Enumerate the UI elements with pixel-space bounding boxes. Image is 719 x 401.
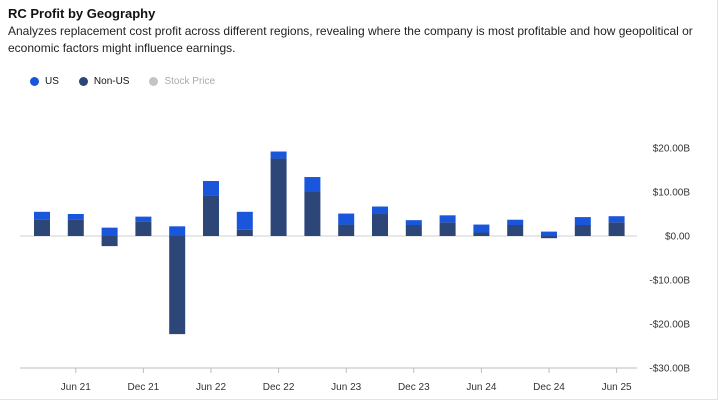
legend-item-non-us[interactable]: Non-US — [78, 76, 130, 87]
bar-us — [405, 220, 422, 225]
bar-us — [338, 213, 355, 225]
legend-item-stock-price[interactable]: Stock Price — [149, 76, 215, 87]
legend-label-us: US — [45, 76, 59, 87]
y-tick-label: $0.00 — [665, 232, 690, 243]
bar-non-us — [135, 221, 152, 236]
x-tick-label: Dec 23 — [398, 382, 430, 393]
bar-us — [135, 216, 152, 222]
bar-non-us — [169, 236, 186, 335]
bar-non-us — [541, 236, 557, 239]
legend-item-us[interactable]: US — [30, 76, 59, 87]
x-tick-label: Jun 21 — [61, 382, 91, 393]
bar-us — [236, 211, 253, 230]
x-tick-label: Jun 25 — [602, 382, 632, 393]
bar-non-us — [236, 229, 253, 236]
bar-non-us — [203, 195, 219, 236]
bar-us — [541, 231, 557, 236]
x-tick-label: Dec 24 — [533, 382, 565, 393]
x-tick-label: Jun 23 — [331, 382, 361, 393]
legend-dot-non-us — [78, 77, 88, 86]
bar-us — [203, 181, 219, 196]
bar-us — [169, 226, 186, 236]
bar-non-us — [473, 232, 490, 236]
bar-us — [101, 227, 118, 236]
legend: US Non-US Stock Price — [30, 76, 235, 87]
x-tick-label: Jun 22 — [196, 382, 226, 393]
chart-title: RC Profit by Geography — [8, 6, 156, 21]
bar-us — [608, 216, 625, 223]
bar-non-us — [574, 225, 591, 236]
bar-non-us — [304, 192, 321, 236]
bar-non-us — [101, 236, 118, 247]
bar-non-us — [270, 158, 287, 236]
x-tick-label: Dec 21 — [128, 382, 160, 393]
legend-dot-stock-price — [149, 77, 159, 86]
bar-non-us — [608, 222, 625, 236]
bar-non-us — [439, 222, 456, 236]
bar-us — [507, 219, 524, 225]
bar-non-us — [67, 219, 84, 236]
bar-non-us — [372, 213, 388, 236]
y-tick-label: -$20.00B — [649, 320, 690, 331]
chart-subtitle: Analyzes replacement cost profit across … — [8, 24, 693, 55]
bar-non-us — [507, 225, 524, 236]
x-tick-label: Jun 24 — [466, 382, 496, 393]
bar-us — [304, 177, 321, 192]
bar-us — [439, 215, 456, 223]
y-tick-label: -$10.00B — [649, 276, 690, 287]
bar-non-us — [405, 225, 422, 236]
y-tick-label: $10.00B — [653, 188, 691, 199]
bar-us — [270, 151, 287, 159]
legend-label-stock-price: Stock Price — [164, 76, 216, 87]
bar-us — [372, 206, 388, 214]
x-tick-label: Dec 22 — [263, 382, 295, 393]
bar-us — [67, 214, 84, 220]
legend-dot-us — [30, 77, 39, 86]
bar-us — [473, 224, 490, 233]
bar-non-us — [34, 219, 50, 236]
bar-non-us — [338, 224, 355, 236]
bar-us — [34, 211, 50, 220]
y-tick-label: -$30.00B — [649, 364, 690, 375]
bar-us — [574, 217, 591, 225]
y-tick-label: $20.00B — [653, 144, 691, 155]
legend-label-non-us: Non-US — [93, 76, 130, 87]
